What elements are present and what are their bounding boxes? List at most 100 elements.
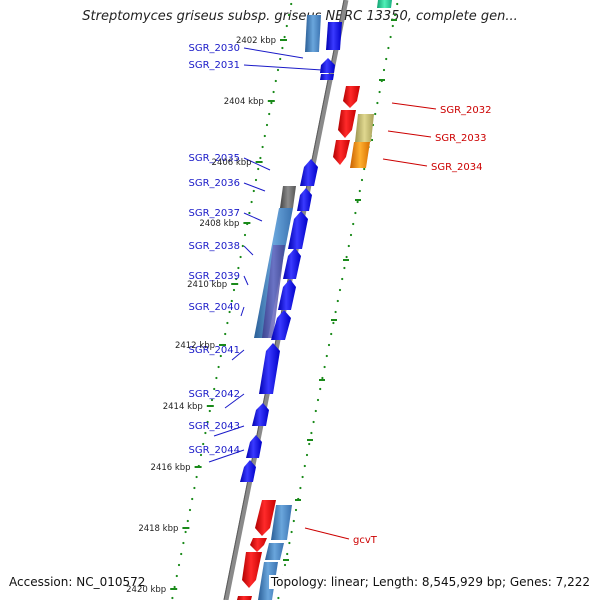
reverse-gene-arrow[interactable] — [255, 500, 276, 536]
gene-arrows — [237, 22, 360, 600]
kbp-labels: 2402 kbp 2404 kbp 2406 kbp 2408 kbp 2410 kbp… — [126, 36, 276, 595]
forward-gene-arrow[interactable] — [283, 248, 301, 279]
label-leader-line — [243, 245, 254, 256]
track-dot — [215, 376, 218, 380]
reverse-gene-arrow[interactable] — [343, 86, 360, 108]
kbp-label: 2414 kbp — [163, 402, 203, 412]
reverse-gene-arrow[interactable] — [250, 538, 267, 552]
forward-gene-label[interactable]: SGR_2030 — [189, 43, 241, 54]
reverse-gene-arrow[interactable] — [237, 596, 252, 600]
track-dot — [316, 398, 320, 402]
forward-gene-label[interactable]: SGR_2043 — [189, 421, 241, 432]
forward-gene-arrow[interactable] — [320, 58, 335, 73]
track-dot — [354, 211, 357, 215]
forward-gene-label[interactable]: SGR_2044 — [189, 445, 241, 456]
track-dot — [292, 519, 295, 523]
track-dot — [325, 354, 328, 358]
forward-gene-arrow[interactable] — [240, 460, 256, 482]
label-leader-line — [387, 130, 432, 138]
track-dot — [248, 211, 251, 215]
track-dot — [303, 464, 306, 468]
forward-gene-label[interactable]: SGR_2035 — [189, 153, 241, 164]
forward-gene-label[interactable]: SGR_2031 — [189, 60, 241, 71]
track-dot — [232, 288, 236, 292]
track-dot — [358, 189, 361, 193]
tick-tracks — [171, 2, 399, 600]
track-dot — [332, 321, 335, 325]
track-dot — [180, 552, 183, 556]
forward-gene-label[interactable]: SGR_2038 — [189, 241, 241, 252]
track-dot — [285, 24, 288, 28]
reverse-gene-label[interactable]: SGR_2032 — [440, 105, 492, 116]
track-dot — [195, 475, 198, 479]
forward-gene-arrow[interactable] — [252, 403, 269, 426]
track-dot — [294, 508, 298, 512]
track-dot — [193, 486, 196, 490]
track-dot — [343, 266, 346, 270]
track-dot — [177, 563, 181, 567]
track-dot — [347, 244, 350, 248]
forward-gene-arrow[interactable] — [259, 343, 280, 394]
track-dot — [387, 46, 390, 50]
track-dot — [281, 46, 284, 50]
feature-steel-block — [271, 505, 292, 540]
reverse-gene-label[interactable]: SGR_2034 — [431, 162, 483, 173]
label-leader-line — [243, 64, 323, 71]
track-dot — [338, 288, 342, 292]
reverse-gene-arrow[interactable] — [333, 140, 350, 165]
forward-gene-arrow[interactable] — [271, 310, 291, 340]
forward-gene-arrow[interactable] — [278, 279, 296, 310]
forward-gene-arrow[interactable] — [246, 435, 262, 458]
kbp-label: 2408 kbp — [199, 219, 239, 229]
track-dot — [252, 189, 255, 193]
track-dot — [308, 442, 311, 446]
track-dot — [173, 585, 176, 589]
forward-gene-label[interactable]: SGR_2039 — [189, 271, 241, 282]
forward-gene-label[interactable]: SGR_2041 — [189, 345, 241, 356]
track-dot — [336, 299, 339, 303]
map-title: Streptomyces griseus subsp. griseus NBRC… — [82, 9, 518, 24]
forward-gene-label[interactable]: SGR_2042 — [189, 389, 241, 400]
track-dot — [259, 156, 262, 160]
track-dot — [393, 13, 397, 17]
forward-gene-arrow[interactable] — [297, 188, 312, 211]
feature-purple-block — [262, 245, 285, 338]
track-dot — [230, 299, 233, 303]
track-dot — [213, 387, 216, 391]
label-leader-line — [243, 182, 266, 192]
track-dot — [378, 90, 381, 94]
track-dot — [191, 497, 194, 501]
feature-steel-block — [265, 543, 284, 560]
forward-gene-label[interactable]: SGR_2037 — [189, 208, 241, 219]
label-leader-line — [391, 102, 437, 110]
reverse-gene-label[interactable]: gcvT — [353, 535, 378, 546]
reverse-gene-label[interactable]: SGR_2033 — [435, 133, 487, 144]
forward-gene-arrow[interactable] — [300, 159, 318, 186]
track-dot — [184, 530, 187, 534]
forward-gene-label[interactable]: SGR_2040 — [189, 302, 241, 313]
track-dot — [199, 453, 203, 457]
kbp-label: 2420 kbp — [126, 585, 166, 595]
track-dot — [283, 35, 286, 39]
forward-gene-label[interactable]: SGR_2036 — [189, 178, 241, 189]
track-dot — [202, 442, 205, 446]
track-dot — [352, 222, 355, 226]
label-leader-line — [231, 349, 245, 361]
track-dot — [243, 233, 247, 237]
forward-gene-arrow[interactable] — [288, 211, 308, 249]
track-dot — [314, 409, 317, 413]
forward-gene-arrow[interactable] — [326, 22, 342, 50]
forward-gene-arrow[interactable] — [320, 74, 334, 80]
track-dot — [206, 420, 209, 424]
label-leader-line — [240, 306, 245, 317]
reverse-gene-arrow[interactable] — [338, 110, 356, 138]
track-dot — [272, 90, 275, 94]
track-dot — [299, 486, 302, 490]
reverse-gene-arrow[interactable] — [242, 552, 262, 588]
feature-blocks — [254, 0, 392, 600]
track-dot — [382, 68, 386, 72]
track-dot — [349, 233, 353, 237]
accession-text: Accession: NC_010572 — [9, 575, 146, 589]
track-dot — [345, 255, 348, 259]
track-dot — [228, 310, 231, 314]
